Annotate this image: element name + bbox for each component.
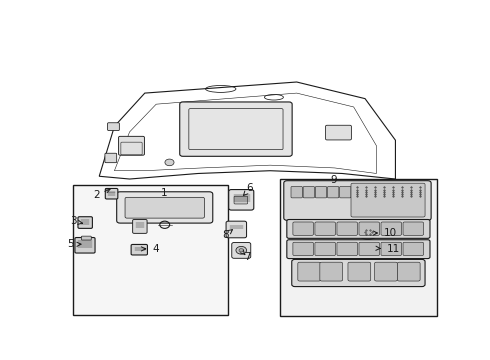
FancyBboxPatch shape <box>232 243 251 258</box>
Circle shape <box>362 227 374 237</box>
FancyBboxPatch shape <box>327 186 339 198</box>
FancyBboxPatch shape <box>381 222 401 235</box>
Text: 2: 2 <box>93 189 110 200</box>
Text: 11: 11 <box>376 244 400 254</box>
FancyBboxPatch shape <box>348 262 371 281</box>
FancyBboxPatch shape <box>131 244 147 255</box>
FancyBboxPatch shape <box>359 242 379 256</box>
FancyBboxPatch shape <box>337 222 358 235</box>
Circle shape <box>236 246 246 254</box>
FancyBboxPatch shape <box>325 125 351 140</box>
FancyBboxPatch shape <box>315 242 336 256</box>
FancyBboxPatch shape <box>125 197 204 218</box>
FancyBboxPatch shape <box>374 262 397 281</box>
Circle shape <box>358 224 379 239</box>
FancyBboxPatch shape <box>81 236 91 240</box>
Text: 9: 9 <box>331 175 337 185</box>
Text: 5: 5 <box>68 239 81 249</box>
Text: 4: 4 <box>141 244 159 254</box>
Text: 3: 3 <box>70 216 82 226</box>
FancyBboxPatch shape <box>397 262 420 281</box>
FancyBboxPatch shape <box>78 217 93 228</box>
FancyBboxPatch shape <box>403 222 423 235</box>
FancyBboxPatch shape <box>105 153 117 163</box>
FancyBboxPatch shape <box>229 190 254 210</box>
Text: 7: 7 <box>240 250 251 262</box>
Text: 6: 6 <box>244 184 253 195</box>
FancyBboxPatch shape <box>117 192 213 223</box>
FancyBboxPatch shape <box>303 186 315 198</box>
FancyBboxPatch shape <box>180 102 292 156</box>
FancyBboxPatch shape <box>133 220 147 233</box>
Circle shape <box>165 159 174 166</box>
FancyBboxPatch shape <box>340 186 351 198</box>
FancyBboxPatch shape <box>284 181 431 220</box>
Circle shape <box>239 249 244 252</box>
FancyBboxPatch shape <box>337 242 358 256</box>
FancyBboxPatch shape <box>320 262 343 281</box>
FancyBboxPatch shape <box>381 242 401 256</box>
FancyBboxPatch shape <box>293 242 314 256</box>
FancyBboxPatch shape <box>75 238 95 253</box>
FancyBboxPatch shape <box>359 222 379 235</box>
FancyBboxPatch shape <box>293 222 314 235</box>
FancyBboxPatch shape <box>287 220 430 238</box>
FancyBboxPatch shape <box>234 196 248 204</box>
FancyBboxPatch shape <box>315 186 327 198</box>
FancyBboxPatch shape <box>226 221 246 238</box>
FancyBboxPatch shape <box>292 260 425 287</box>
FancyBboxPatch shape <box>108 123 120 131</box>
FancyBboxPatch shape <box>287 240 430 258</box>
FancyBboxPatch shape <box>315 222 336 235</box>
Text: 1: 1 <box>160 188 167 198</box>
Text: 10: 10 <box>373 228 397 238</box>
Bar <box>73 185 228 315</box>
FancyBboxPatch shape <box>291 186 302 198</box>
Bar <box>280 179 437 316</box>
FancyBboxPatch shape <box>351 183 425 217</box>
Text: 8: 8 <box>222 230 232 240</box>
FancyBboxPatch shape <box>298 262 320 281</box>
FancyBboxPatch shape <box>119 136 145 155</box>
FancyBboxPatch shape <box>403 242 423 256</box>
FancyBboxPatch shape <box>105 188 118 199</box>
